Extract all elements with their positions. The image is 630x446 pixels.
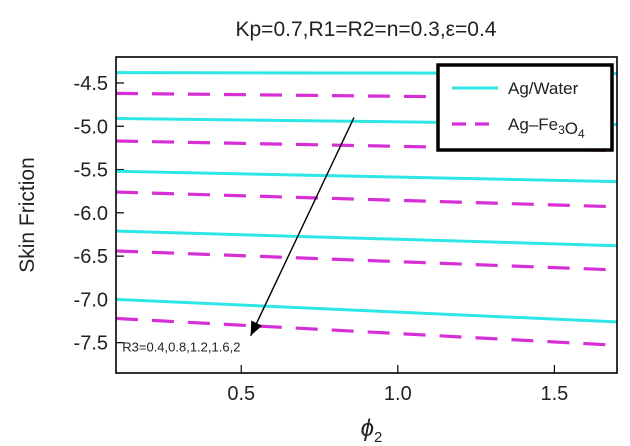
legend-label-ag-water: Ag/Water xyxy=(508,79,579,98)
y-tick-label: -6.0 xyxy=(74,203,108,225)
series-line-ag-fe3o4 xyxy=(115,249,618,272)
plot-frame xyxy=(115,56,618,374)
legend-label-ag-fe3o4: Ag–Fe3O4 xyxy=(508,115,585,141)
ticks-layer: -4.5 -5.0 -5.5 -6.0 -6.5 -7.0 -7.5 0.5 1.0 1.5 xyxy=(74,73,569,405)
annotation-text: R3=0.4,0.8,1.2,1.6,2 xyxy=(122,339,240,354)
x-axis-label: ϕ2 xyxy=(361,415,383,446)
annotation-arrow-line xyxy=(250,117,355,337)
legend: Ag/Water Ag–Fe3O4 xyxy=(436,63,614,152)
chart-title: Kp=0.7,R1=R2=n=0.3,ε=0.4 xyxy=(236,18,497,41)
series-line-ag-water xyxy=(115,229,618,248)
y-axis-label: Skin Friction xyxy=(16,157,39,273)
legend-box xyxy=(436,63,614,152)
series-line-ag-water xyxy=(115,169,618,184)
y-tick-label: -7.0 xyxy=(74,289,108,311)
y-tick-label: -4.5 xyxy=(74,73,108,95)
annotation-arrowhead xyxy=(250,320,263,336)
y-tick-label: -5.0 xyxy=(74,116,108,138)
series-line-ag-water xyxy=(115,297,618,324)
series-line-ag-fe3o4 xyxy=(115,316,618,347)
annotation-layer: R3=0.4,0.8,1.2,1.6,2 xyxy=(122,117,355,354)
x-tick-label: 0.5 xyxy=(227,383,255,405)
x-tick-label: 1.0 xyxy=(384,383,412,405)
y-tick-label: -7.5 xyxy=(74,333,108,355)
y-tick-label: -6.5 xyxy=(74,246,108,268)
x-tick-label: 1.5 xyxy=(540,383,568,405)
series-line-ag-fe3o4 xyxy=(115,190,618,209)
y-tick-label: -5.5 xyxy=(74,160,108,182)
